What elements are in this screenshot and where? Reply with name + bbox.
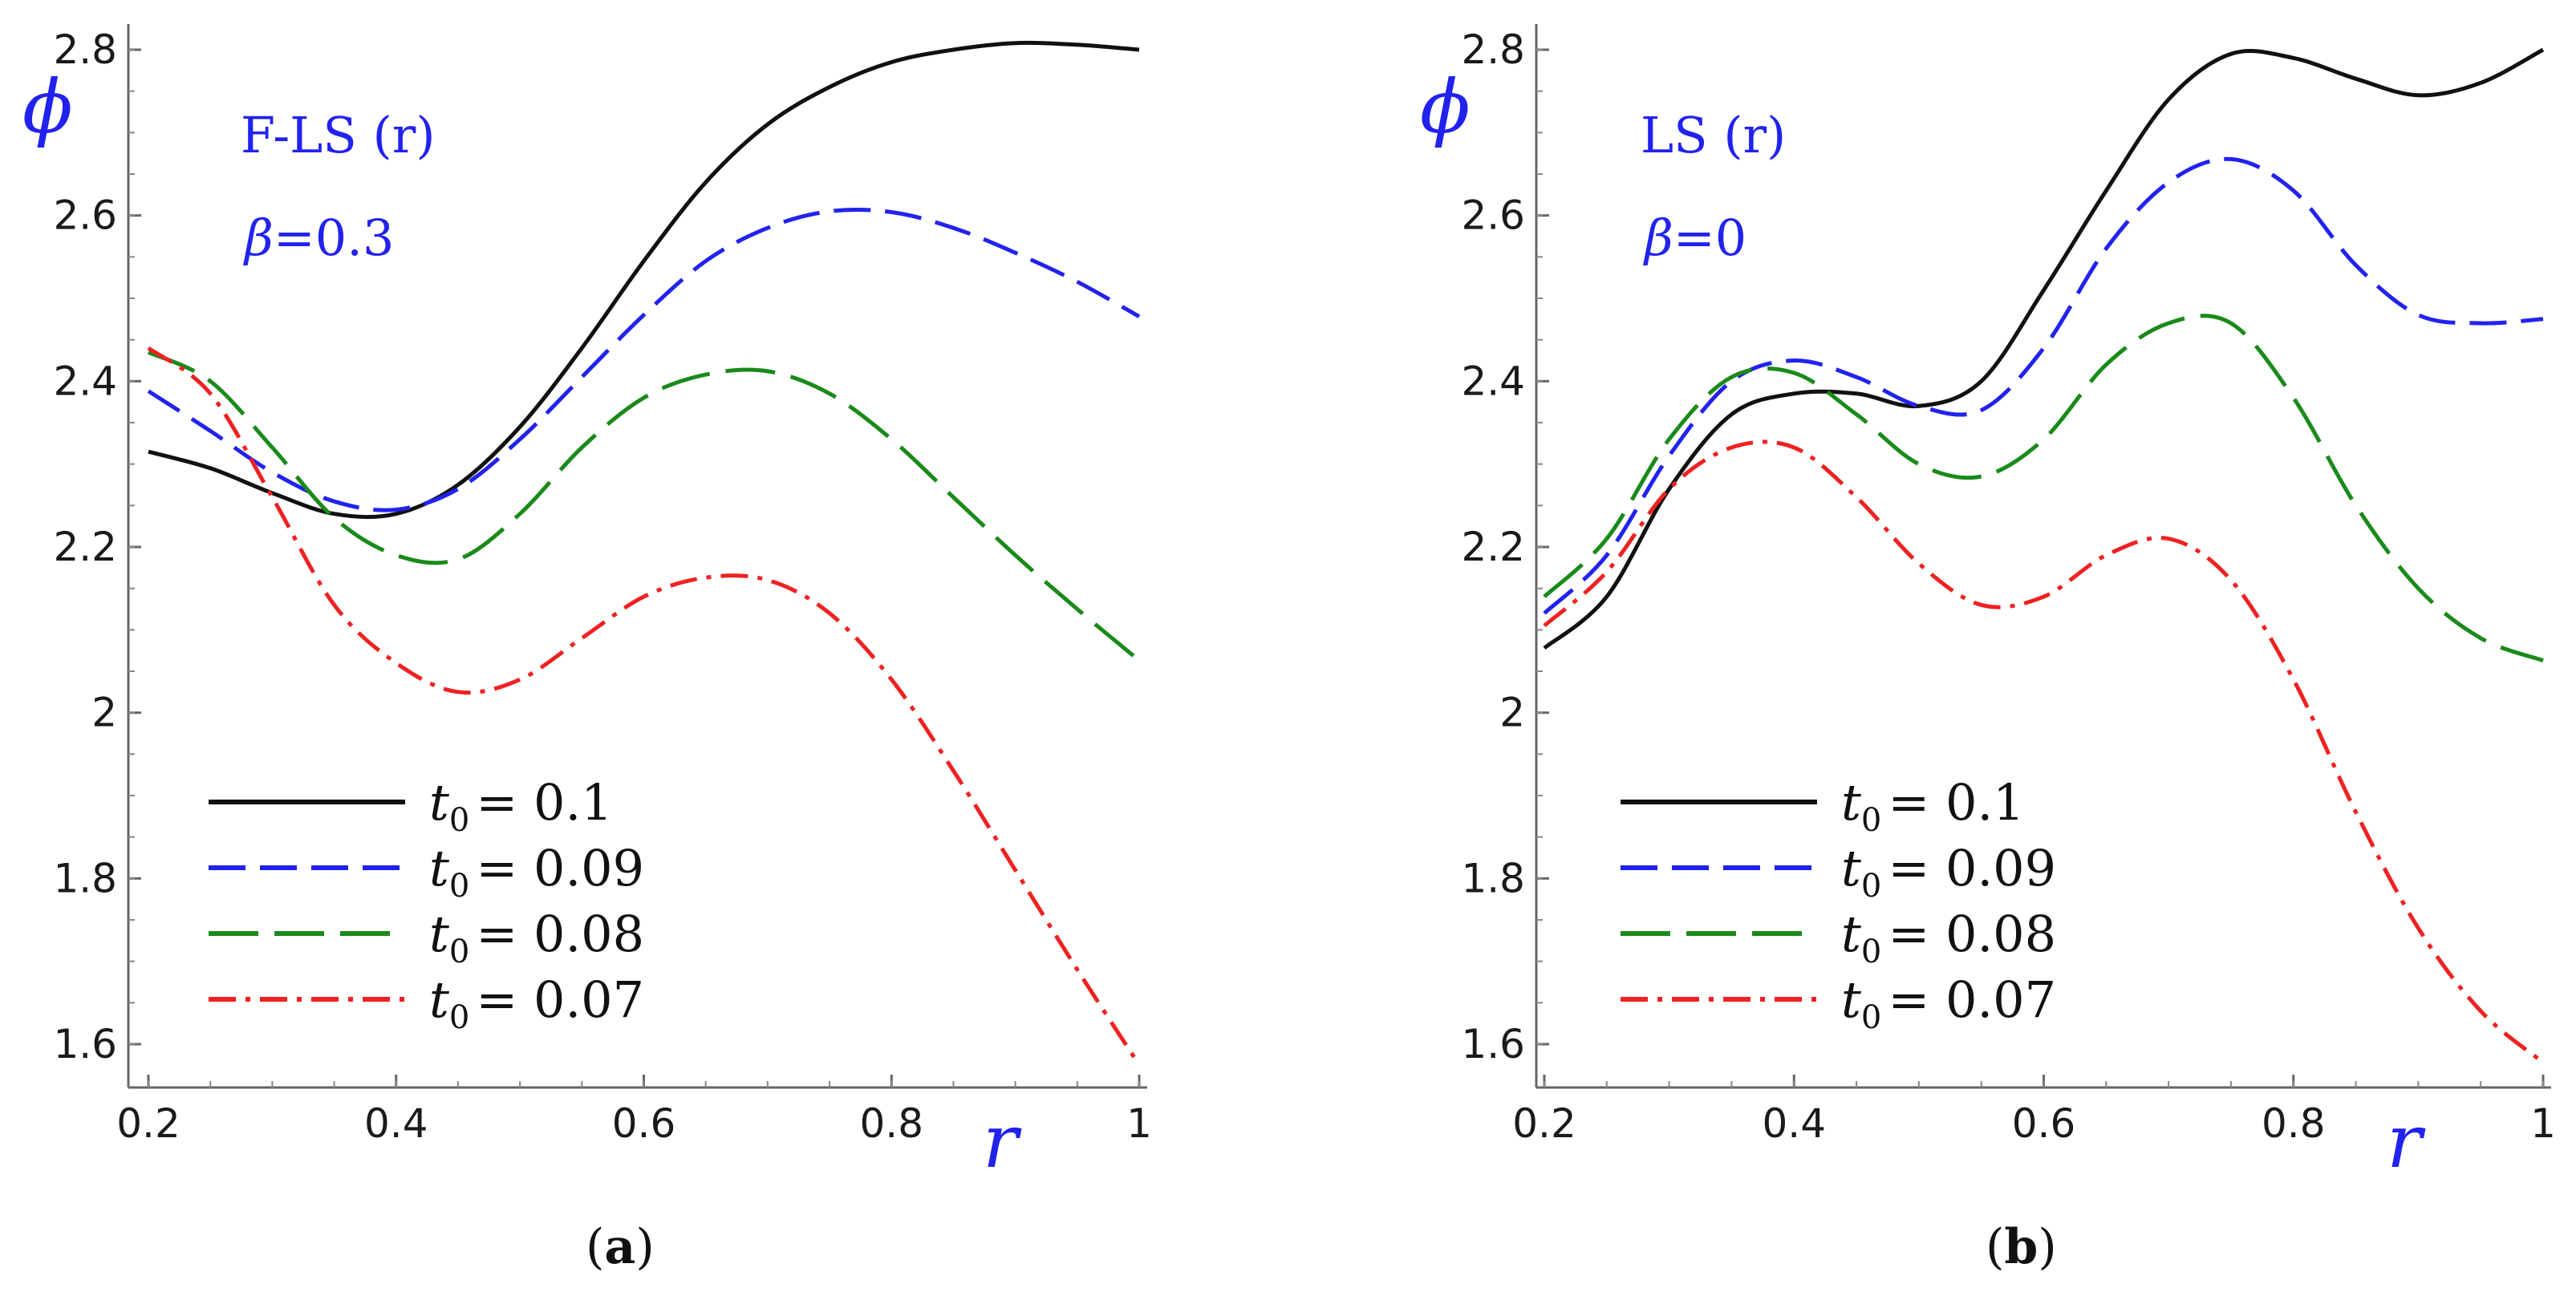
y-axis-label: ϕ bbox=[22, 64, 73, 150]
x-tick-label: 1 bbox=[2530, 1100, 2556, 1147]
legend-label-1: t0 = 0.09 bbox=[1841, 839, 2056, 905]
panel-a-chart: 1.6 1.8 2 2.2 2.4 2.6 2.8 0.2 0.4 0.6 0.8 1 ϕ r F-LS (… bbox=[22, 24, 1152, 1275]
y-tick-label: 1.6 bbox=[1461, 1021, 1525, 1067]
beta-symbol: β bbox=[1643, 209, 1673, 267]
series-line-2 bbox=[147, 350, 1141, 662]
panel-caption: (b) bbox=[1986, 1219, 2057, 1275]
legend-label-1: t0 = 0.09 bbox=[429, 839, 644, 905]
legend-label-3: t0 = 0.07 bbox=[429, 970, 644, 1036]
x-tick-label: 0.6 bbox=[2012, 1100, 2076, 1147]
series-line-1 bbox=[147, 207, 1141, 512]
y-tick-label: 2.8 bbox=[1461, 26, 1525, 73]
y-axis-label: ϕ bbox=[1420, 64, 1471, 150]
x-tick-label: 0.6 bbox=[612, 1100, 676, 1147]
y-tick-label: 1.8 bbox=[53, 855, 117, 901]
series-line-2 bbox=[1543, 314, 2544, 662]
beta-annotation: β=0.3 bbox=[243, 209, 394, 267]
beta-annotation: β=0 bbox=[1643, 209, 1746, 267]
beta-symbol: β bbox=[243, 209, 274, 267]
y-tick-label: 2.6 bbox=[1461, 192, 1525, 239]
panel-caption: (a) bbox=[586, 1219, 655, 1275]
series-line-3 bbox=[1543, 439, 2545, 1064]
x-axis-label: r bbox=[2387, 1099, 2426, 1185]
y-tick-label: 1.6 bbox=[53, 1021, 117, 1067]
legend-label-0: t0 = 0.1 bbox=[429, 773, 613, 839]
y-tick-label: 2.2 bbox=[53, 524, 117, 570]
y-tick-label: 2 bbox=[1499, 690, 1525, 736]
y-tick-label: 2.6 bbox=[53, 192, 117, 239]
legend-label-3: t0 = 0.07 bbox=[1841, 970, 2056, 1036]
x-tick-label: 0.8 bbox=[2262, 1100, 2326, 1147]
panel-b-chart: 1.6 1.8 2 2.2 2.4 2.6 2.8 0.2 0.4 0.6 0.8 1 ϕ r LS (r)… bbox=[1420, 24, 2556, 1275]
y-tick-label: 2.2 bbox=[1461, 524, 1525, 570]
series-line-3 bbox=[147, 346, 1142, 1067]
y-tick-label: 2.8 bbox=[53, 26, 117, 73]
model-annotation: LS (r) bbox=[1641, 106, 1786, 164]
y-tick-label: 2.4 bbox=[53, 358, 117, 404]
x-axis-label: r bbox=[983, 1099, 1022, 1185]
y-tick-label: 2 bbox=[91, 690, 117, 736]
legend-label-0: t0 = 0.1 bbox=[1841, 773, 2025, 839]
x-tick-label: 0.4 bbox=[364, 1100, 428, 1147]
legend-label-2: t0 = 0.08 bbox=[1841, 905, 2056, 970]
legend-label-2: t0 = 0.08 bbox=[429, 905, 644, 970]
series-line-0 bbox=[1543, 47, 2545, 650]
series-line-1 bbox=[1543, 156, 2544, 615]
beta-value: =0 bbox=[1673, 209, 1746, 267]
model-annotation: F-LS (r) bbox=[241, 106, 436, 164]
x-tick-label: 1 bbox=[1126, 1100, 1152, 1147]
x-tick-label: 0.8 bbox=[859, 1100, 923, 1147]
x-tick-label: 0.2 bbox=[1512, 1100, 1576, 1147]
series-line-0 bbox=[148, 40, 1140, 520]
beta-value: =0.3 bbox=[274, 209, 395, 267]
y-tick-label: 1.8 bbox=[1461, 855, 1525, 901]
x-tick-label: 0.4 bbox=[1762, 1100, 1826, 1147]
y-tick-label: 2.4 bbox=[1461, 358, 1525, 404]
x-tick-label: 0.2 bbox=[116, 1100, 181, 1147]
